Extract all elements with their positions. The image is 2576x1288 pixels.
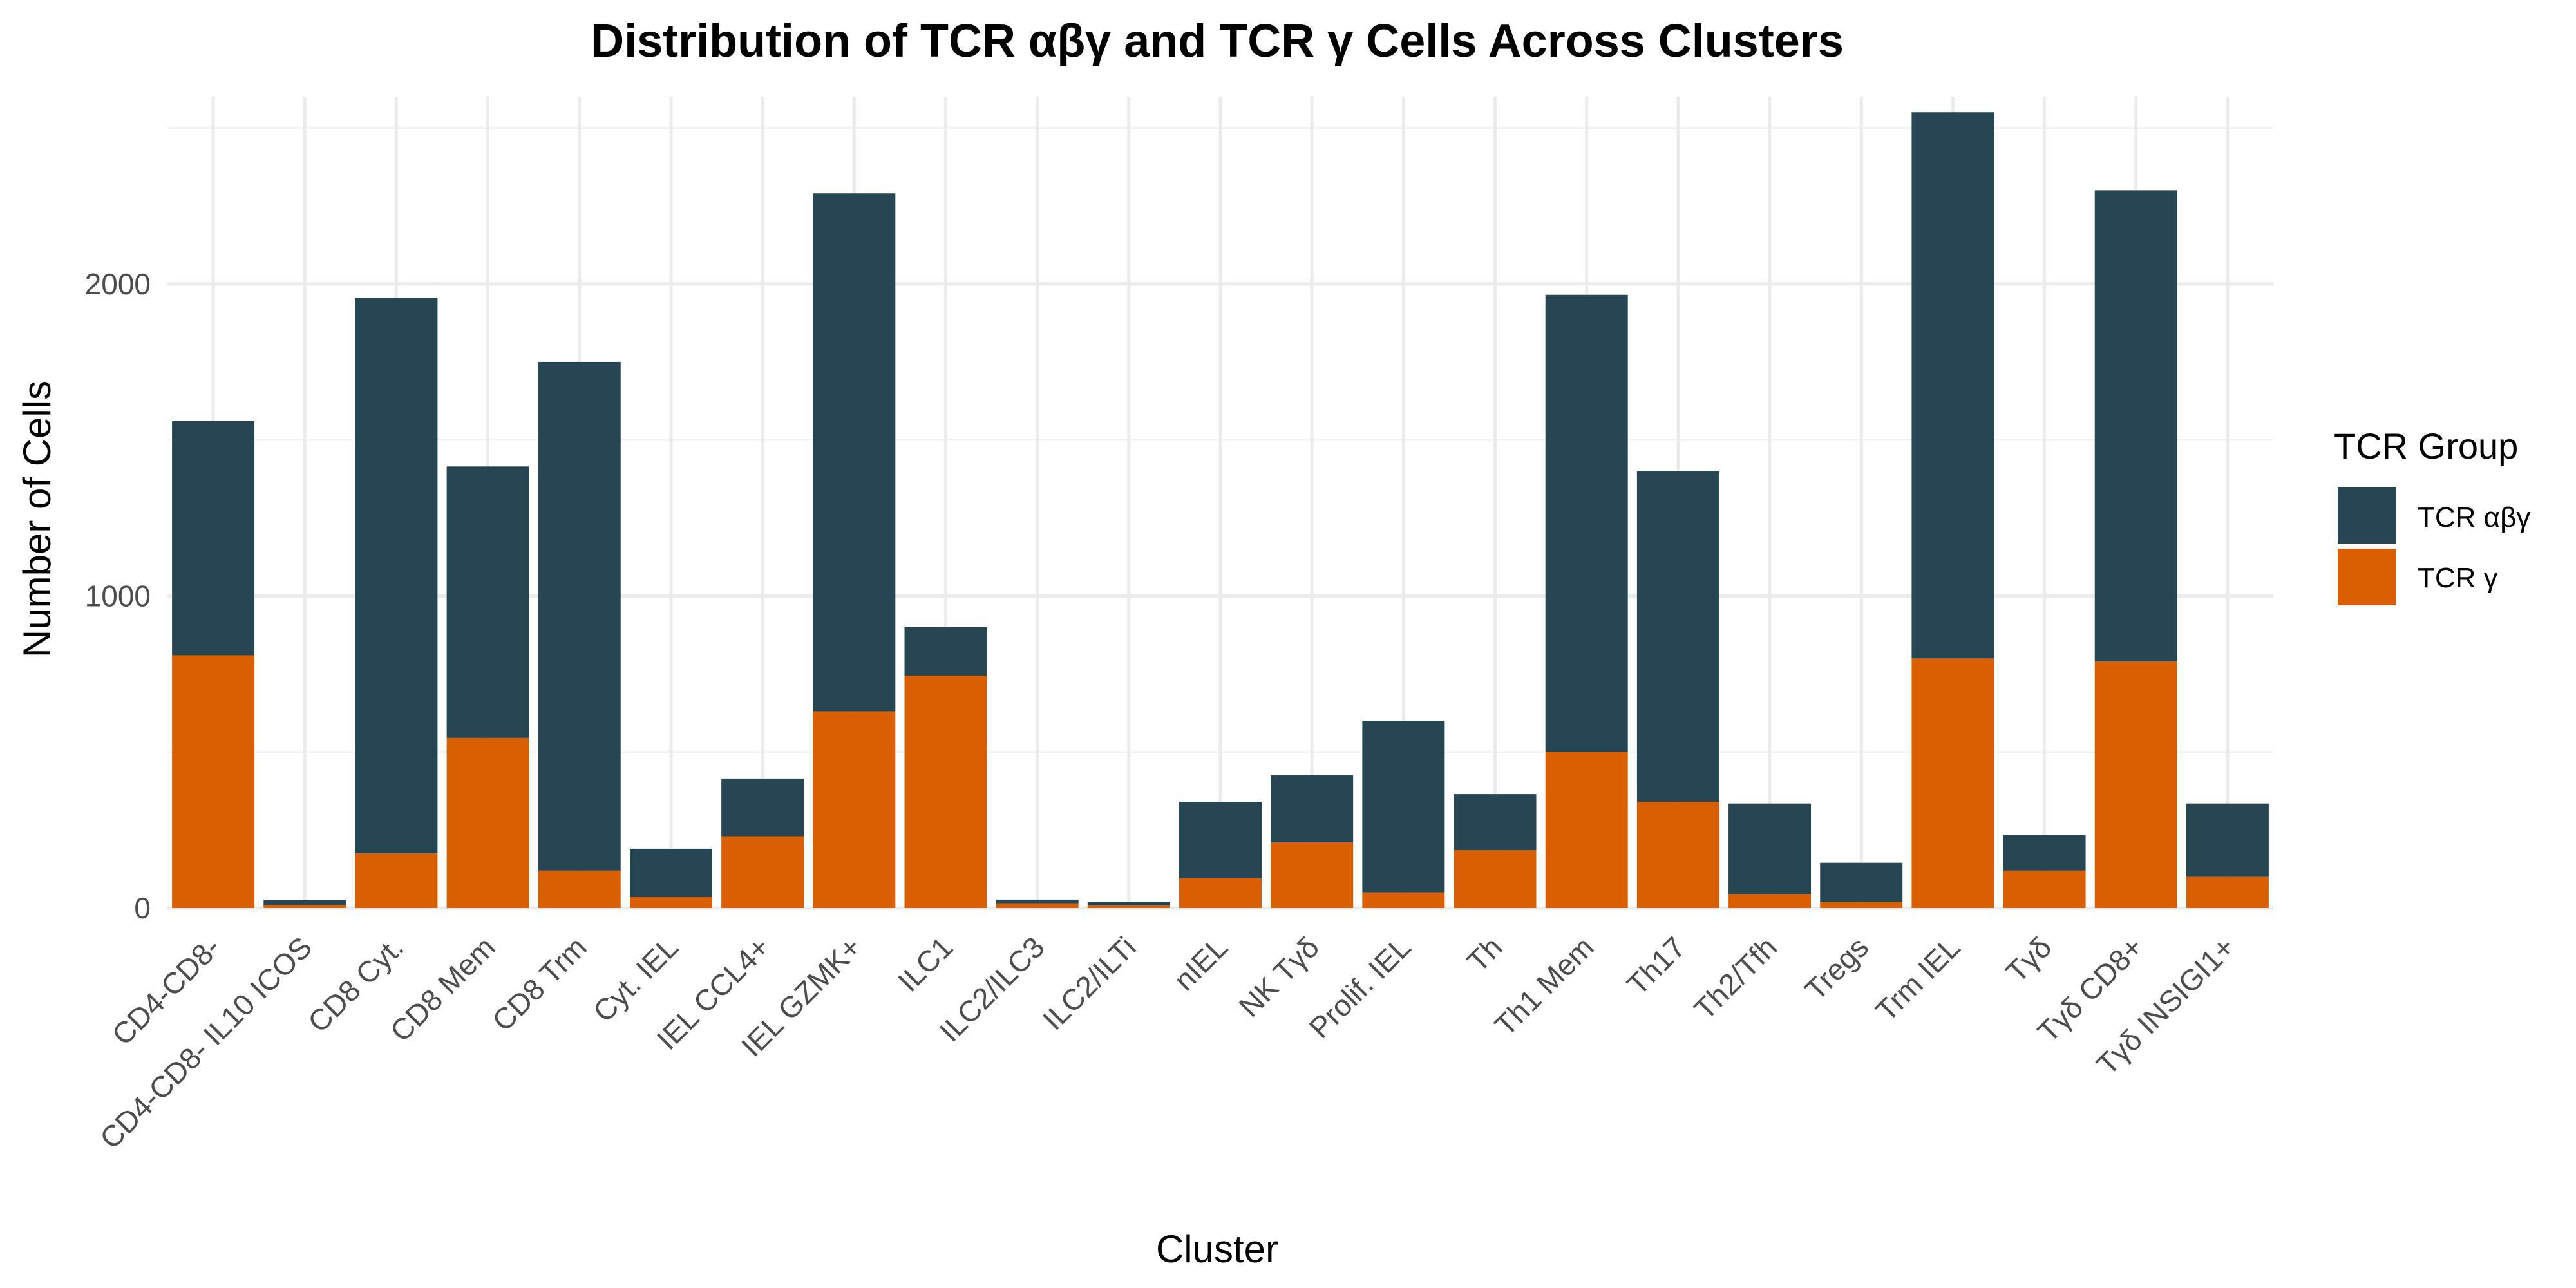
chart-title: Distribution of TCR αβγ and TCR γ Cells … [591,15,1844,67]
bar-nk-t-tcr [1271,775,1354,843]
legend: TCR Group TCR αβγ TCR γ [2334,426,2530,605]
bar-th2-tfh-tcr [1728,894,1812,908]
bar-cd8-cyt-tcr [355,298,438,854]
bar-th2-tfh-tcr [1728,803,1812,895]
legend-label-tcr-g: TCR γ [2418,562,2498,594]
bar-prolif-iel-tcr [1362,892,1445,908]
x-tick-label-cd8-trm: CD8 Trm [486,930,593,1037]
bar-cd4-cd8-il10-icos-tcr [263,900,346,905]
x-tick-label-nk-t: NK Tγδ [1233,930,1326,1023]
bar-ilc2-ilti-tcr [1087,905,1170,908]
y-tick-label: 0 [134,891,151,925]
bar-cd8-mem-tcr [446,737,529,908]
x-tick-label-ilc1: ILC1 [891,930,959,998]
x-tick-label-th17: Th17 [1620,930,1692,1001]
bar-ilc2-ilc3-tcr [996,903,1079,908]
bar-prolif-iel-tcr [1362,721,1445,893]
bar-th-tcr [1454,850,1537,908]
bar-cd8-cyt-tcr [355,853,438,908]
bar-trm-iel-tcr [1911,112,1994,659]
x-tick-label-t: Tγδ [2000,930,2058,989]
bar-iel-gzmk-tcr [813,711,896,908]
bar-t-tcr [2003,835,2086,871]
bar-iel-ccl4-tcr [721,836,804,908]
y-axis-ticks: 0 1000 2000 [85,267,151,925]
bar-nk-t-tcr [1271,842,1354,908]
bar-cd8-mem-tcr [446,466,529,738]
bar-ilc2-ilc3-tcr [996,899,1079,904]
bar-iel-ccl4-tcr [721,778,804,837]
x-tick-label-ilc2-ilti: ILC2/ILTi [1036,930,1142,1036]
bar-ilc1-tcr [904,627,987,676]
bars [172,112,2269,908]
bar-t-insigi1-tcr [2186,876,2269,908]
x-tick-label-trm-iel: Trm IEL [1869,930,1966,1027]
bar-th1-mem-tcr [1545,752,1628,908]
bar-ilc2-ilti-tcr [1087,902,1170,906]
bar-cd4-cd8-tcr [172,421,255,656]
x-tick-label-tregs: Tregs [1799,930,1875,1007]
x-axis-title: Cluster [1156,1227,1278,1271]
bar-t-cd8-tcr [2094,661,2177,908]
legend-swatch-tcr-abg [2338,487,2396,544]
bar-ilc1-tcr [904,675,987,908]
bar-trm-iel-tcr [1911,658,1994,908]
y-axis-title: Number of Cells [15,381,59,658]
bar-niel-tcr [1179,802,1262,878]
x-tick-label-th1-mem: Th1 Mem [1488,930,1600,1042]
legend-swatch-tcr-g [2338,549,2396,605]
bar-t-insigi1-tcr [2186,803,2269,877]
bar-cd4-cd8-il10-icos-tcr [263,905,346,908]
bar-cd8-trm-tcr [538,361,621,871]
bar-t-cd8-tcr [2094,190,2177,662]
bar-t-tcr [2003,870,2086,908]
bar-cyt-iel-tcr [629,848,712,898]
x-tick-label-th: Th [1461,930,1509,978]
x-tick-label-th2-tfh: Th2/Tfh [1687,930,1783,1026]
bar-th17-tcr [1636,471,1719,802]
bar-th1-mem-tcr [1545,294,1628,752]
bar-th17-tcr [1636,802,1719,908]
x-tick-label-prolif-iel: Prolif. IEL [1303,930,1417,1045]
bar-th-tcr [1454,794,1537,851]
bar-cd8-trm-tcr [538,870,621,908]
bar-niel-tcr [1179,878,1262,908]
x-tick-label-niel: nIEL [1167,930,1234,997]
bar-cd4-cd8-tcr [172,655,255,908]
bar-tregs-tcr [1820,862,1903,902]
bar-cyt-iel-tcr [629,897,712,908]
legend-title: TCR Group [2334,426,2518,466]
y-tick-label: 2000 [85,267,151,301]
bar-tregs-tcr [1820,902,1903,908]
bar-iel-gzmk-tcr [813,193,896,712]
legend-label-tcr-abg: TCR αβγ [2418,502,2530,533]
y-tick-label: 1000 [85,579,151,612]
